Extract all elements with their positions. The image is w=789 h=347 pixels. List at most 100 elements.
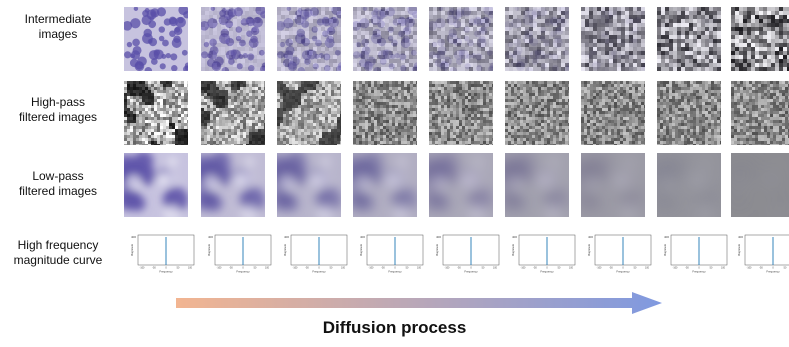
plot-y-axis-label: Magnitude: [511, 243, 515, 256]
plot-x-tick: 0: [622, 267, 624, 270]
plot-y-axis-label: Magnitude: [359, 243, 363, 256]
plot-x-axis-label: Frequency: [236, 270, 250, 274]
intermediate-image: [201, 7, 265, 71]
plot-y-tick: 400: [664, 235, 669, 239]
magnitude-curve-plot: 400 Magnitude -100 -50 0 50 100 Frequency: [435, 232, 501, 274]
low-pass-image: [731, 153, 789, 217]
high-pass-image: [581, 81, 645, 145]
plot-x-axis-label: Frequency: [388, 270, 402, 274]
intermediate-image: [505, 7, 569, 71]
low-pass-image: [353, 153, 417, 217]
row-label-line: Intermediate: [24, 12, 92, 26]
plot-x-tick: -100: [521, 267, 526, 270]
plot-y-tick: 400: [208, 235, 213, 239]
plot-x-tick: 100: [417, 267, 422, 270]
plot-x-tick: -50: [381, 267, 385, 270]
magnitude-curve-plot: 400 Magnitude -100 -50 0 50 100 Frequency: [283, 232, 349, 274]
plot-y-tick: 400: [131, 235, 136, 239]
high-pass-image: [505, 81, 569, 145]
plot-x-tick: 0: [242, 267, 244, 270]
plot-x-axis-label: Frequency: [464, 270, 478, 274]
row-label-magnitude-curve: High frequency magnitude curve: [8, 238, 108, 268]
magnitude-curve-plot: 400 Magnitude -100 -50 0 50 100 Frequency: [663, 232, 729, 274]
plot-y-axis-label: Magnitude: [207, 243, 211, 256]
plot-x-tick: 50: [330, 267, 333, 270]
high-pass-image: [731, 81, 789, 145]
plot-x-tick: 0: [772, 267, 774, 270]
plot-x-tick: -50: [685, 267, 689, 270]
plot-x-tick: 50: [482, 267, 485, 270]
magnitude-curve-plot: 400 Magnitude -100 -50 0 50 100 Frequency: [207, 232, 273, 274]
plot-x-tick: 0: [394, 267, 396, 270]
plot-x-tick: 100: [645, 267, 650, 270]
low-pass-image: [581, 153, 645, 217]
plot-y-axis-label: Magnitude: [283, 243, 287, 256]
low-pass-image: [277, 153, 341, 217]
plot-y-axis-label: Magnitude: [435, 243, 439, 256]
intermediate-image: [429, 7, 493, 71]
plot-y-axis-label: Magnitude: [587, 243, 591, 256]
plot-x-axis-label: Frequency: [159, 270, 173, 274]
plot-y-tick: 400: [588, 235, 593, 239]
low-pass-image: [505, 153, 569, 217]
plot-x-tick: -100: [673, 267, 678, 270]
diffusion-process-caption: Diffusion process: [322, 318, 467, 337]
plot-x-tick: -100: [140, 267, 145, 270]
row-label-high-pass: High-pass filtered images: [8, 95, 108, 125]
low-pass-image: [201, 153, 265, 217]
plot-x-tick: 0: [318, 267, 320, 270]
plot-x-axis-label: Frequency: [616, 270, 630, 274]
plot-x-tick: -50: [152, 267, 156, 270]
high-pass-image: [277, 81, 341, 145]
intermediate-image: [657, 7, 721, 71]
plot-x-axis-label: Frequency: [766, 270, 780, 274]
plot-x-tick: 50: [634, 267, 637, 270]
plot-x-tick: -100: [445, 267, 450, 270]
plot-x-tick: 100: [188, 267, 193, 270]
magnitude-curve-plot: 400 Magnitude -100 -50 0 50 100 Frequency: [587, 232, 653, 274]
row-label-line: filtered images: [18, 110, 98, 124]
plot-x-tick: -100: [217, 267, 222, 270]
plot-y-axis-label: Magnitude: [663, 243, 667, 256]
plot-y-tick: 400: [360, 235, 365, 239]
plot-x-tick: -50: [305, 267, 309, 270]
plot-y-axis-label: Magnitude: [130, 243, 134, 256]
plot-x-tick: 50: [406, 267, 409, 270]
plot-x-tick: 100: [721, 267, 726, 270]
row-label-line: filtered images: [18, 184, 98, 198]
plot-x-tick: -50: [609, 267, 613, 270]
intermediate-image: [581, 7, 645, 71]
row-label-line: images: [38, 27, 78, 41]
high-pass-image: [353, 81, 417, 145]
row-label-line: magnitude curve: [13, 253, 103, 267]
plot-x-tick: -50: [229, 267, 233, 270]
plot-x-tick: 50: [177, 267, 180, 270]
high-pass-image: [657, 81, 721, 145]
row-label-line: Low-pass: [32, 169, 84, 183]
plot-x-tick: 0: [546, 267, 548, 270]
plot-x-tick: -100: [293, 267, 298, 270]
plot-x-tick: 50: [784, 267, 787, 270]
plot-x-tick: 0: [698, 267, 700, 270]
high-pass-image: [124, 81, 188, 145]
low-pass-image: [124, 153, 188, 217]
plot-x-tick: -100: [747, 267, 752, 270]
plot-y-axis-label: Magnitude: [737, 243, 741, 256]
plot-y-tick: 400: [738, 235, 743, 239]
plot-x-axis-label: Frequency: [692, 270, 706, 274]
plot-x-tick: -100: [369, 267, 374, 270]
plot-x-tick: 0: [470, 267, 472, 270]
plot-x-tick: 0: [165, 267, 167, 270]
high-pass-image: [429, 81, 493, 145]
plot-x-axis-label: Frequency: [312, 270, 326, 274]
plot-x-tick: 100: [493, 267, 498, 270]
magnitude-curve-plot: 400 Magnitude -100 -50 0 50 100 Frequency: [511, 232, 577, 274]
plot-y-tick: 400: [436, 235, 441, 239]
row-label-line: High frequency: [17, 238, 99, 252]
plot-x-tick: -100: [597, 267, 602, 270]
plot-x-axis-label: Frequency: [540, 270, 554, 274]
magnitude-curve-plot: 400 Magnitude -100 -50 0 50 100 Frequency: [359, 232, 425, 274]
low-pass-image: [429, 153, 493, 217]
diffusion-arrow: [176, 292, 662, 314]
plot-x-tick: 50: [710, 267, 713, 270]
